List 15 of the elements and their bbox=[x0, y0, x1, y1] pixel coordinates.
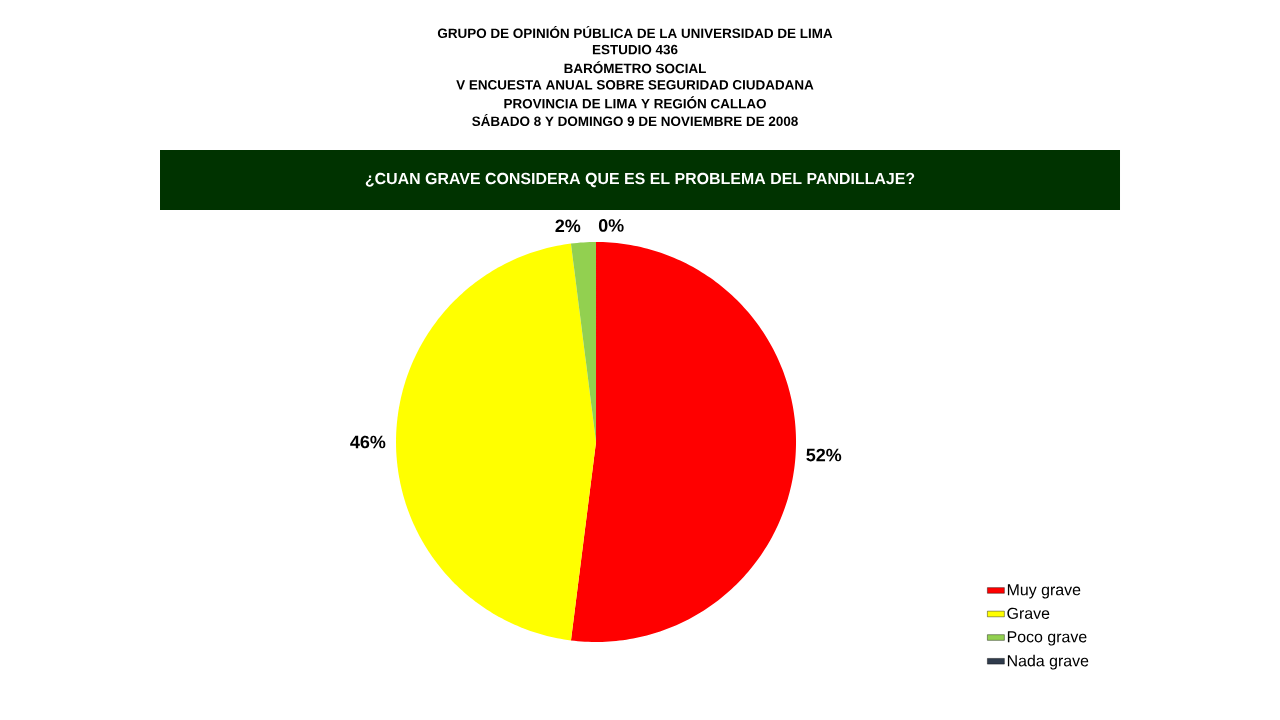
data-label: 46% bbox=[350, 435, 386, 449]
text: GRUPO DE OPINIÓN PÚBLICA DE LA UNIVERSIDAD DE LIMA bbox=[437, 25, 833, 39]
text: ESTUDIO 436 bbox=[592, 44, 678, 55]
legend-label: Nada grave bbox=[1007, 654, 1089, 670]
legend-label: Poco grave bbox=[1007, 631, 1087, 646]
text: PROVINCIA DE LIMA Y REGIÓN CALLAO bbox=[504, 96, 766, 109]
chart-title: ¿CUAN GRAVE CONSIDERA QUE ES EL PROBLEMA DEL PANDILLAJE? bbox=[365, 172, 915, 188]
legend-label: Muy grave bbox=[1007, 584, 1081, 599]
text: V ENCUESTA ANUAL SOBRE SEGURIDAD CIUDADANA bbox=[456, 80, 814, 90]
text: BARÓMETRO SOCIAL bbox=[564, 61, 706, 74]
data-label: 2% bbox=[555, 219, 581, 233]
data-label: 52% bbox=[806, 448, 842, 462]
text: 0% bbox=[598, 219, 624, 232]
text: SÁBADO 8 Y DOMINGO 9 DE NOVIEMBRE DE 2008 bbox=[472, 113, 798, 127]
legend-label: Grave bbox=[1007, 607, 1050, 619]
